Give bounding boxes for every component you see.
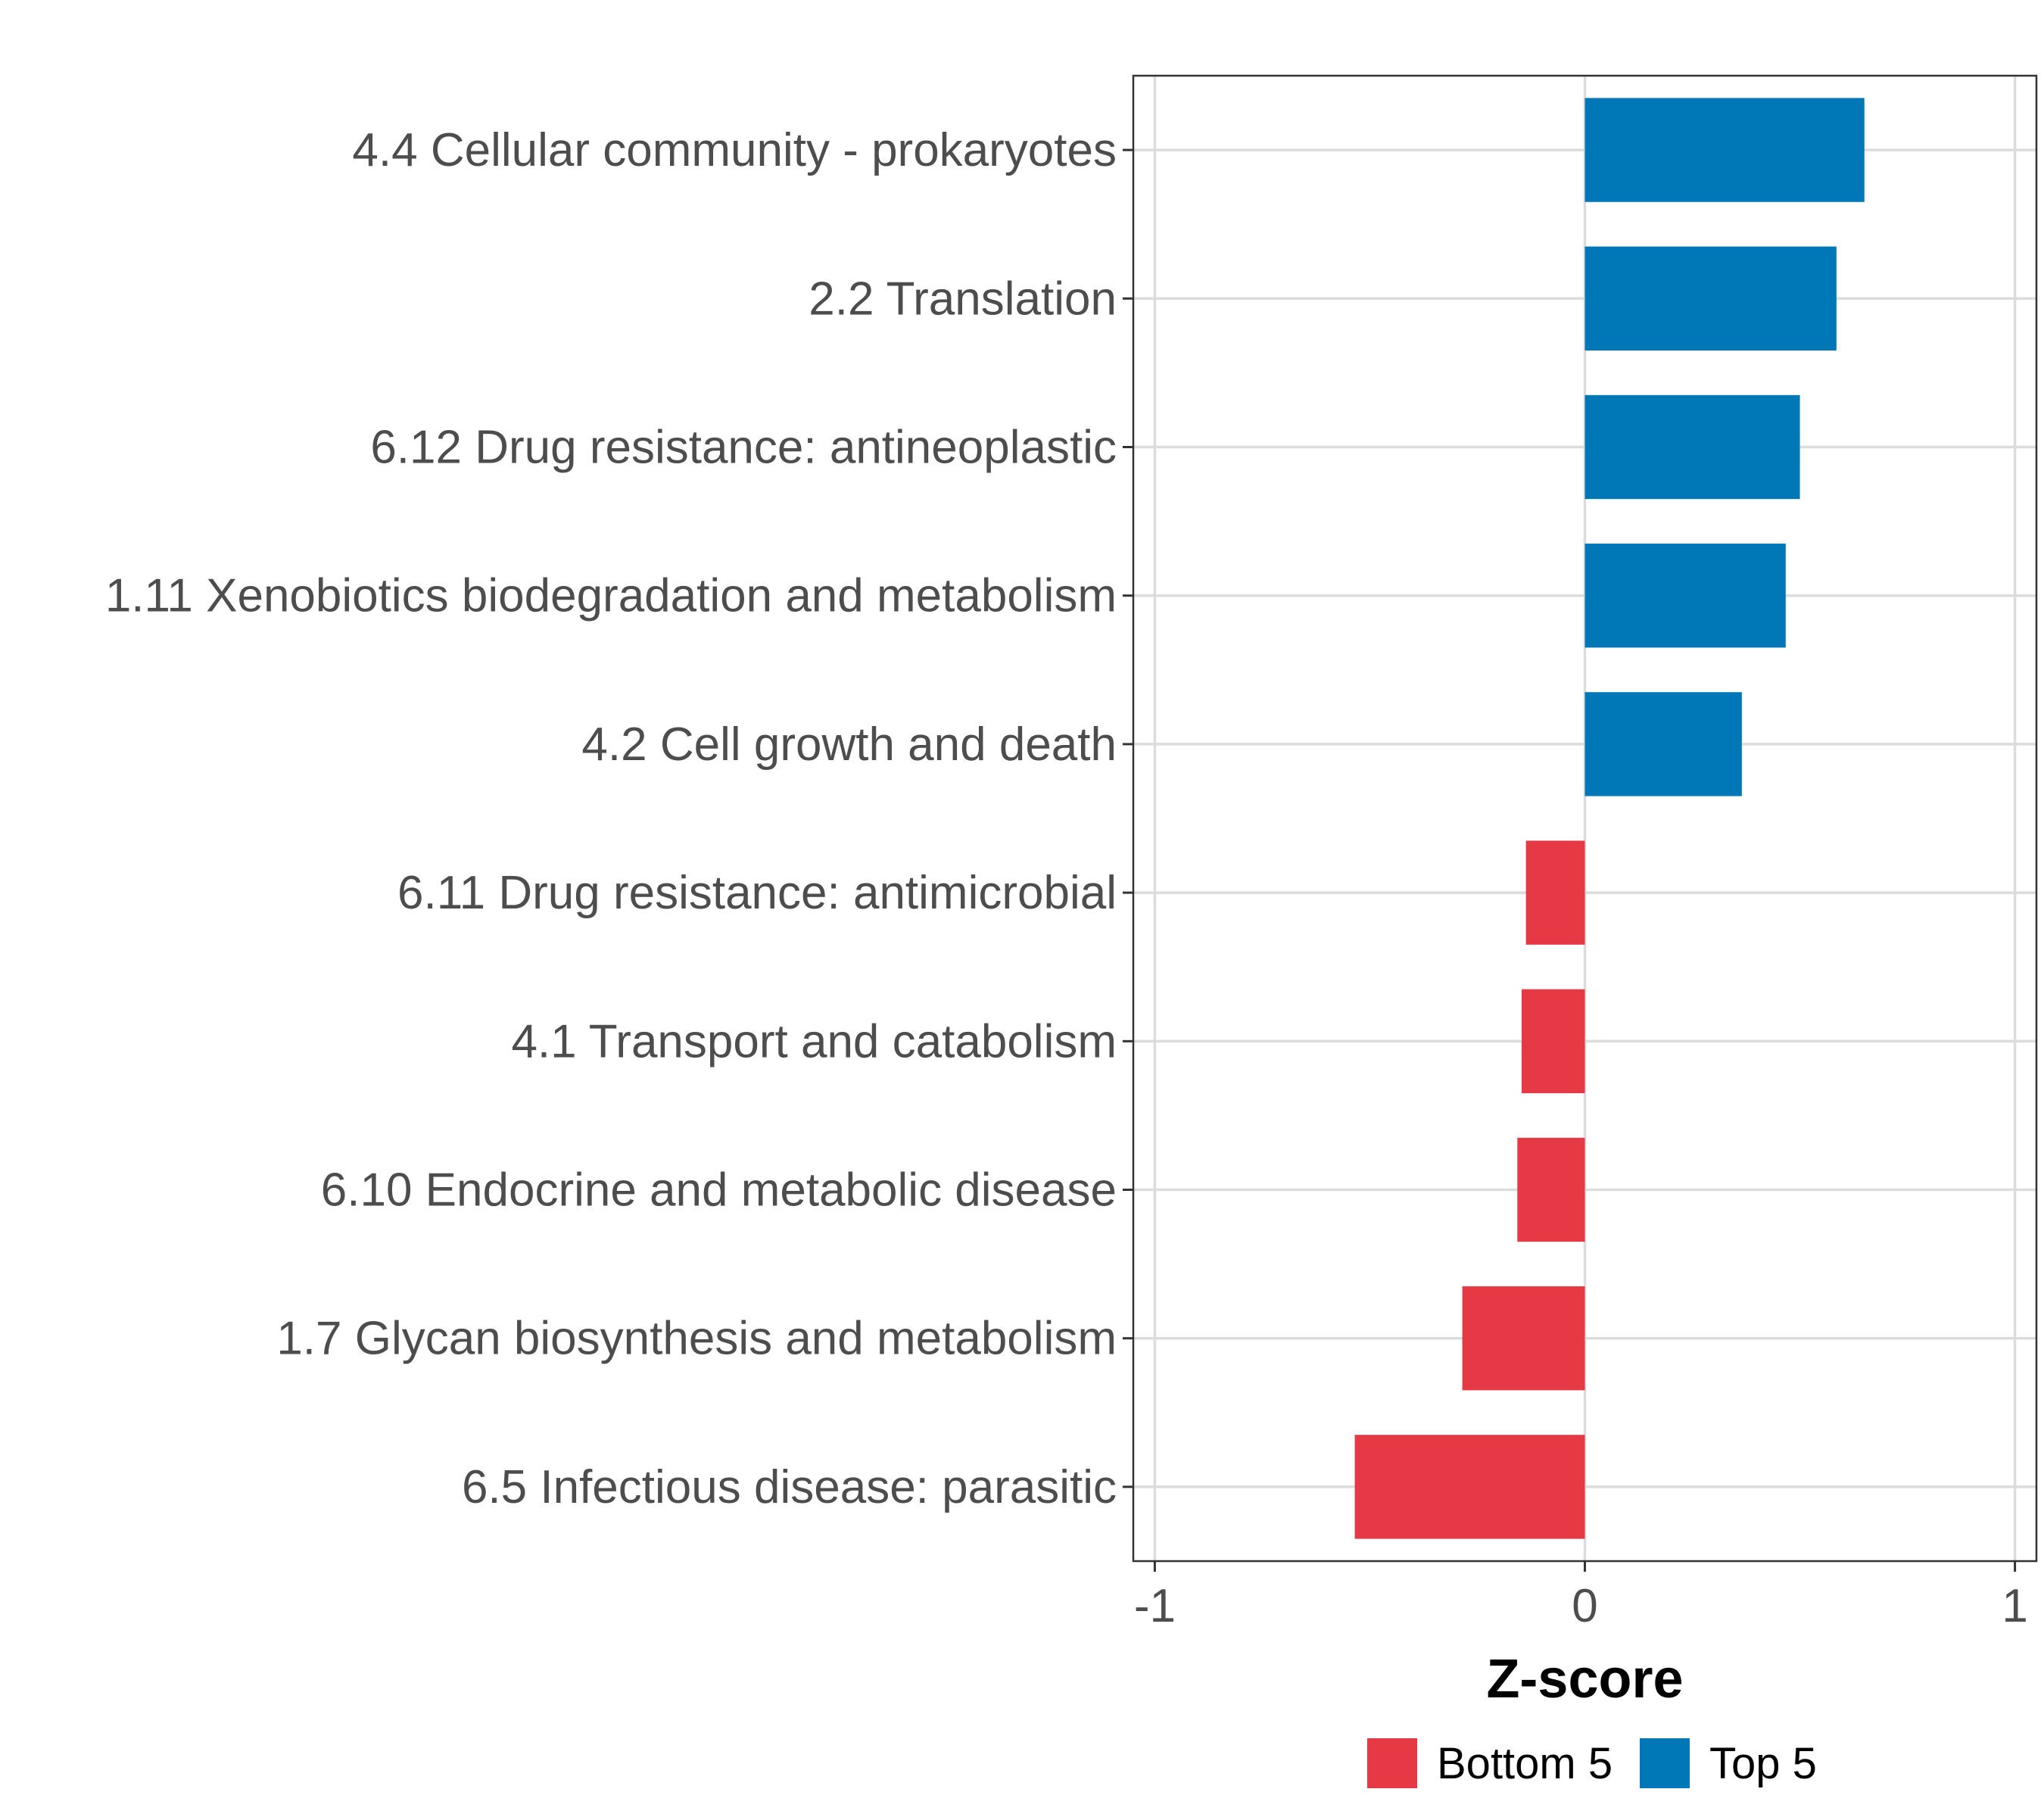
bar	[1525, 840, 1585, 945]
legend-swatch	[1367, 1738, 1417, 1788]
bar	[1354, 1435, 1585, 1539]
bar	[1584, 692, 1742, 796]
bars	[1354, 98, 1865, 1539]
x-tick-label: 1	[2002, 1580, 2027, 1632]
bar	[1584, 246, 1837, 351]
category-label: 4.4 Cellular community - prokaryotes	[352, 124, 1117, 176]
bar	[1584, 98, 1865, 202]
category-label: 6.11 Drug resistance: antimicrobial	[397, 867, 1117, 919]
x-axis: -1 0 1	[1134, 1561, 2028, 1632]
category-label: 4.2 Cell growth and death	[581, 718, 1117, 771]
category-label: 4.1 Transport and catabolism	[511, 1015, 1117, 1067]
bar	[1584, 544, 1786, 648]
legend-label: Bottom 5	[1437, 1739, 1612, 1788]
category-label: 1.11 Xenobiotics biodegradation and meta…	[105, 570, 1117, 622]
bar	[1517, 1137, 1585, 1242]
x-axis-title: Z-score	[1486, 1649, 1683, 1709]
bar	[1462, 1286, 1585, 1391]
category-label: 6.5 Infectious disease: parasitic	[462, 1461, 1117, 1513]
legend-label: Top 5	[1709, 1739, 1817, 1788]
category-label: 2.2 Translation	[809, 273, 1117, 325]
bar	[1584, 394, 1800, 500]
category-label: 6.10 Endocrine and metabolic disease	[321, 1164, 1117, 1217]
legend: Bottom 5 Top 5	[1367, 1738, 1817, 1788]
category-label: 6.12 Drug resistance: antineoplastic	[370, 422, 1117, 474]
x-tick-label: 0	[1572, 1580, 1597, 1632]
y-axis: 4.4 Cellular community - prokaryotes 2.2 …	[105, 124, 1133, 1513]
legend-swatch	[1640, 1738, 1690, 1788]
category-label: 1.7 Glycan biosynthesis and metabolism	[276, 1313, 1117, 1365]
bar	[1521, 989, 1585, 1093]
x-tick-label: -1	[1134, 1580, 1176, 1632]
